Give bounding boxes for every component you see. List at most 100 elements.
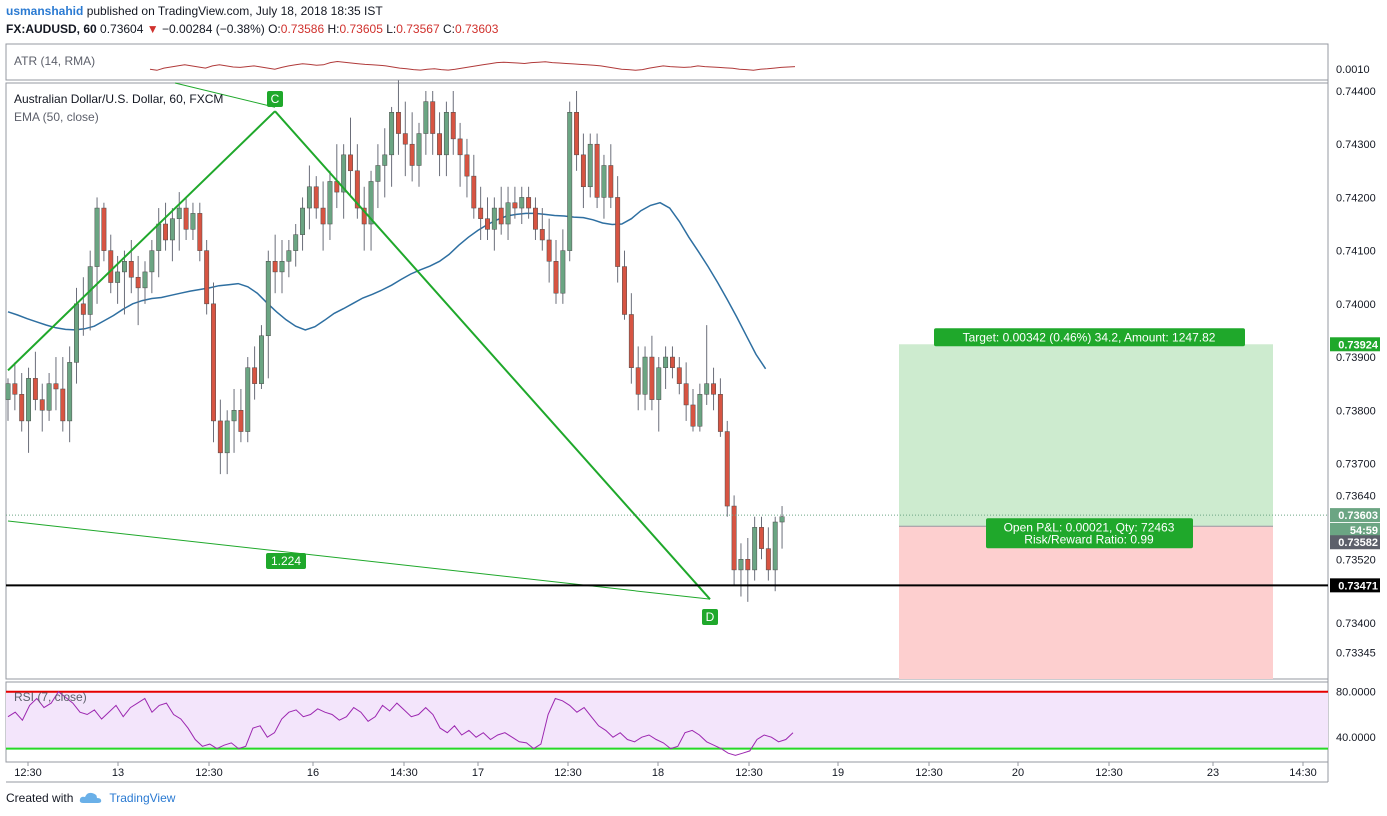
candle (231, 388, 237, 453)
candle-body (683, 383, 689, 406)
rsi-indicator: 80.0000 40.0000 (6, 687, 1376, 756)
price-axis[interactable]: 0.74400 0.74300 0.74200 0.74100 0.74000 0.739… (1330, 86, 1380, 659)
candle (443, 101, 449, 177)
candle (526, 186, 532, 219)
candle (759, 516, 764, 560)
candle (512, 186, 518, 219)
time-tick: 12:30 (195, 767, 223, 779)
candle-body (197, 213, 203, 251)
candle (724, 420, 730, 517)
point-c-label-box (267, 91, 283, 107)
price-badge (1330, 508, 1380, 523)
candle (485, 197, 490, 240)
candle (67, 346, 73, 443)
candle (533, 197, 538, 240)
point-d-label: D (706, 610, 715, 624)
price-tick: 0.73640 (1336, 490, 1376, 502)
candle-body (724, 431, 730, 507)
candle (704, 325, 710, 405)
candle (354, 144, 360, 219)
symbol-label: FX:AUDUSD, 60 (6, 22, 97, 36)
candle-body (53, 383, 59, 390)
price-tick: 0.73520 (1336, 554, 1376, 566)
position-tool[interactable]: Target: 0.00342 (0.46%) 34.2, Amount: 12… (899, 328, 1273, 679)
atr-label: ATR (14, RMA) (14, 54, 96, 68)
time-tick: 19 (832, 767, 844, 779)
candle-body (149, 250, 155, 273)
author-link[interactable]: usmanshahid (6, 4, 84, 18)
candle (5, 378, 11, 421)
candle (122, 250, 127, 315)
candle-body (704, 383, 710, 395)
candle-body (526, 197, 532, 209)
candle-body (368, 181, 374, 225)
candle (656, 357, 662, 432)
low-label: L: (386, 22, 397, 36)
candle-body (594, 143, 600, 198)
candle (519, 186, 525, 225)
candle-body (313, 186, 319, 209)
price-tick: 0.74400 (1336, 86, 1376, 98)
candle (608, 144, 614, 209)
candle-body (539, 229, 545, 241)
rsi-path (7, 690, 794, 756)
candle (204, 239, 210, 315)
pattern-leg-cd (274, 110, 711, 600)
price-badge (1330, 578, 1380, 593)
atr-indicator: 0.0010 (149, 60, 1370, 76)
candle (471, 154, 477, 219)
candle (649, 335, 655, 411)
candle (498, 186, 504, 235)
candle-body (211, 303, 216, 422)
candle-body (5, 383, 11, 400)
target-label-box (934, 328, 1245, 347)
candle (676, 357, 682, 395)
candle (615, 176, 621, 283)
candle (272, 234, 278, 294)
candle (430, 90, 436, 155)
candle-body (135, 276, 141, 289)
risk-reward-label: Risk/Reward Ratio: 0.99 (1024, 532, 1154, 546)
candle (211, 282, 216, 443)
candle-body (108, 250, 114, 283)
candle-body (409, 143, 415, 166)
candle (745, 537, 751, 602)
candle-body (663, 356, 669, 368)
candle-body (238, 410, 244, 432)
price-badge (1330, 535, 1380, 550)
candle (135, 255, 141, 326)
candle-body (519, 197, 525, 209)
time-tick: 12:30 (735, 767, 763, 779)
candle (772, 516, 778, 592)
candle (238, 388, 244, 443)
ema-line (7, 201, 767, 370)
candles (5, 80, 785, 602)
candle (163, 202, 169, 251)
candle (423, 90, 429, 155)
candle-body (272, 261, 278, 273)
open-value: 0.73586 (280, 22, 325, 36)
high-label: H: (327, 22, 340, 36)
candle-body (635, 367, 641, 395)
candle-body (498, 207, 504, 225)
candle-body (396, 112, 401, 134)
published-text: published on TradingView.com, July 18, 2… (86, 4, 383, 18)
candle-body (39, 399, 45, 411)
time-axis[interactable]: 12:30 13 12:30 16 14:30 17 12:30 18 12:30 19 12:30… (14, 762, 1317, 779)
price-tick: 0.74000 (1336, 299, 1376, 311)
candle (779, 506, 785, 549)
stop-zone (899, 526, 1273, 679)
pattern-leg-bd (7, 520, 711, 600)
candle-body (745, 559, 751, 571)
candle-body (471, 175, 477, 209)
tradingview-link[interactable]: TradingView (109, 791, 176, 805)
time-tick: 12:30 (915, 767, 943, 779)
candle (320, 181, 326, 251)
candle (546, 218, 552, 283)
candle (265, 250, 271, 379)
candle (341, 144, 347, 219)
candle (368, 170, 374, 251)
harmonic-pattern[interactable]: C D 1.224 (7, 82, 718, 625)
candle (670, 346, 675, 379)
